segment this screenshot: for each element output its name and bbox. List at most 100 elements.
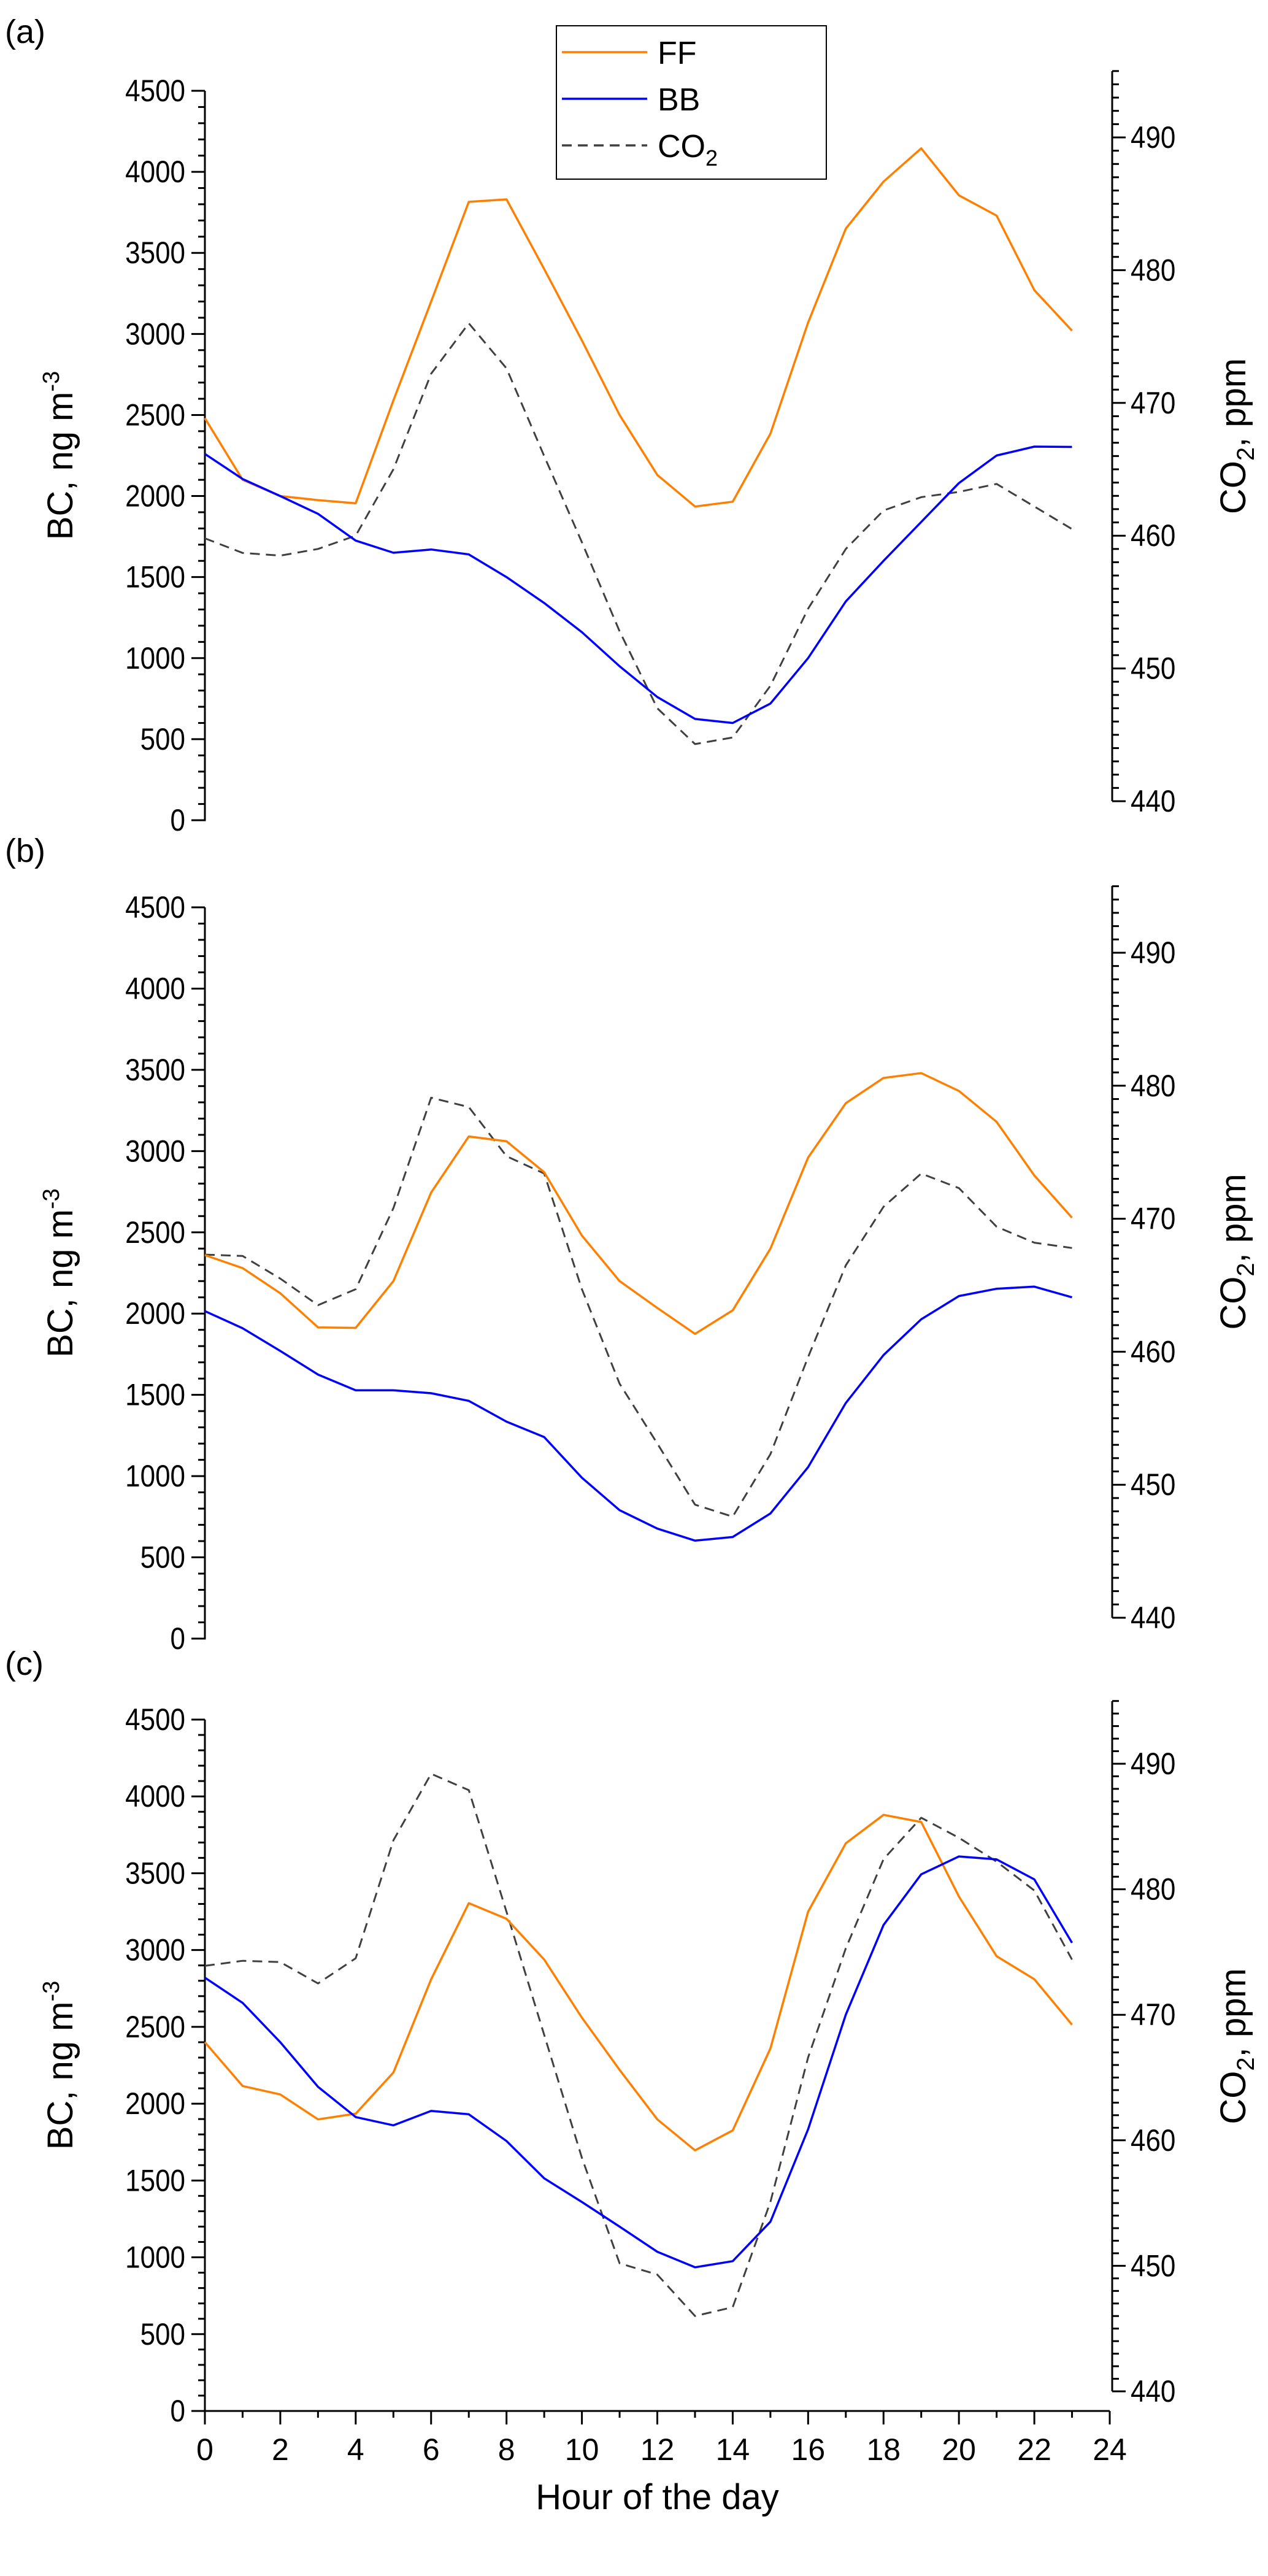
right-tick-label: 470 [1131, 1997, 1175, 2032]
left-tick-label: 3000 [125, 1932, 185, 1967]
panel-label: (c) [5, 1645, 44, 1682]
right-tick-label: 450 [1131, 651, 1175, 685]
left-tick-label: 2500 [125, 1215, 185, 1249]
left-axis-title: BC, ng m-3 [39, 371, 80, 540]
left-tick-label: 0 [171, 2393, 185, 2428]
right-axis-title-text: CO [1213, 461, 1253, 514]
x-axis-title: Hour of the day [536, 2477, 779, 2517]
right-tick-label: 490 [1131, 120, 1175, 154]
x-tick-label: 2 [272, 2432, 289, 2467]
left-tick-label: 500 [140, 2316, 185, 2351]
left-tick-label: 0 [171, 802, 185, 837]
x-tick-label: 24 [1093, 2432, 1127, 2467]
right-axis-title-text: CO [1213, 2071, 1253, 2124]
right-tick-label: 470 [1131, 385, 1175, 420]
left-tick-label: 4500 [125, 73, 185, 107]
right-axis-title-text: CO [1213, 1277, 1253, 1330]
x-tick-label: 16 [791, 2432, 826, 2467]
panel-c: (c) 0 500 1000 1500 2000 2500 3000 3500 4000 4500 B… [5, 1645, 1259, 2517]
right-axis-title: CO2, ppm [1213, 1968, 1259, 2124]
left-tick-label: 1500 [125, 1377, 185, 1412]
right-tick-label: 480 [1131, 253, 1175, 287]
left-axis-title-text: BC, ng m [40, 2002, 80, 2150]
x-tick-label: 6 [423, 2432, 440, 2467]
right-tick-label: 440 [1131, 2374, 1175, 2408]
x-tick-label: 10 [565, 2432, 599, 2467]
left-tick-label: 1500 [125, 2163, 185, 2197]
x-tick-label: 20 [942, 2432, 976, 2467]
series-line-bb [204, 1285, 1072, 1542]
left-tick-label: 4500 [125, 1702, 185, 1736]
right-tick-label: 460 [1131, 2123, 1175, 2157]
series-line-co2 [204, 1096, 1072, 1518]
right-axis-title-tail: , ppm [1213, 1968, 1253, 2057]
left-axis-title-text: BC, ng m [40, 1209, 80, 1358]
right-tick-label: 490 [1131, 935, 1175, 969]
right-axis-title-subscript: 2 [1232, 1263, 1259, 1276]
right-tick-label: 470 [1131, 1201, 1175, 1236]
right-tick-label: 480 [1131, 1068, 1175, 1102]
right-tick-label: 460 [1131, 518, 1175, 553]
left-tick-label: 3500 [125, 1856, 185, 1890]
series-line-co2 [204, 1772, 1073, 2317]
right-axis-title-tail: , ppm [1213, 358, 1253, 447]
left-tick-label: 4000 [125, 1779, 185, 1813]
left-tick-label: 2000 [125, 2086, 185, 2120]
x-tick-label: 18 [866, 2432, 901, 2467]
series-line-bb [204, 1855, 1074, 2269]
legend-label-subscript: 2 [705, 145, 718, 171]
series-line-bb [204, 445, 1072, 725]
right-axis-title-tail: , ppm [1213, 1174, 1253, 1263]
left-tick-label: 2000 [125, 479, 185, 513]
right-tick-label: 450 [1131, 2248, 1175, 2283]
legend-label-text: CO [658, 129, 705, 164]
left-axis-title: BC, ng m-3 [39, 1188, 80, 1358]
legend-label-ff: FF [658, 36, 697, 71]
series-line-ff [204, 1813, 1073, 2151]
legend-label-bb: BB [658, 82, 700, 118]
left-tick-label: 4000 [125, 154, 185, 188]
right-axis-title: CO2, ppm [1213, 1174, 1259, 1329]
panel-a: (a) 0 500 1000 1500 2000 2500 3000 3500 4000 4500 B… [5, 13, 1259, 837]
left-tick-label: 500 [140, 721, 185, 756]
left-tick-label: 1000 [125, 2240, 185, 2274]
x-tick-label: 14 [716, 2432, 750, 2467]
right-axis-title-subscript: 2 [1232, 2057, 1259, 2070]
left-tick-label: 1000 [125, 1458, 185, 1493]
left-tick-label: 4000 [125, 971, 185, 1005]
left-tick-label: 2500 [125, 2009, 185, 2043]
panel-label: (a) [5, 13, 45, 50]
left-tick-label: 2500 [125, 398, 185, 432]
x-tick-label: 22 [1017, 2432, 1051, 2467]
panel-label: (b) [5, 832, 45, 869]
series-line-ff [204, 1072, 1073, 1336]
x-tick-label: 4 [347, 2432, 364, 2467]
left-axis-title-superscript: -3 [39, 371, 64, 392]
left-tick-label: 1500 [125, 559, 185, 594]
left-axis-title-superscript: -3 [39, 1188, 64, 1209]
series-line-ff [204, 147, 1073, 508]
left-tick-label: 2000 [125, 1296, 185, 1331]
left-axis-title-text: BC, ng m [40, 392, 80, 540]
legend-label-co2: CO2 [658, 129, 718, 171]
x-tick-label: 8 [498, 2432, 515, 2467]
left-tick-label: 3500 [125, 1052, 185, 1086]
left-tick-label: 3000 [125, 317, 185, 351]
legend: FF BB CO2 [556, 25, 827, 180]
right-tick-label: 490 [1131, 1746, 1175, 1780]
left-axis-title-superscript: -3 [39, 1981, 64, 2002]
right-axis-title: CO2, ppm [1213, 358, 1259, 514]
right-tick-label: 460 [1131, 1334, 1175, 1369]
series-line-co2 [204, 322, 1073, 745]
legend-label-text: BB [658, 82, 700, 118]
left-tick-label: 3000 [125, 1134, 185, 1168]
left-tick-label: 0 [171, 1621, 185, 1655]
right-tick-label: 450 [1131, 1467, 1175, 1502]
left-axis-title: BC, ng m-3 [39, 1981, 80, 2150]
left-tick-label: 3500 [125, 236, 185, 270]
right-axis-title-subscript: 2 [1232, 447, 1259, 461]
right-tick-label: 440 [1131, 1600, 1175, 1634]
left-tick-label: 4500 [125, 890, 185, 924]
x-tick-label: 12 [640, 2432, 675, 2467]
